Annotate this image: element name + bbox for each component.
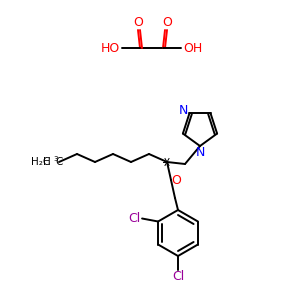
Text: N: N: [195, 146, 205, 160]
Text: N: N: [179, 104, 188, 117]
Text: 3: 3: [53, 156, 58, 162]
Text: HO: HO: [100, 41, 120, 55]
Text: O: O: [171, 175, 181, 188]
Text: Cl: Cl: [172, 271, 184, 284]
Text: OH: OH: [183, 41, 202, 55]
Text: H: H: [43, 157, 51, 167]
Text: C: C: [55, 157, 62, 167]
Text: O: O: [133, 16, 143, 29]
Text: H₂C: H₂C: [32, 157, 51, 167]
Text: Cl: Cl: [128, 212, 140, 225]
Text: O: O: [162, 16, 172, 29]
